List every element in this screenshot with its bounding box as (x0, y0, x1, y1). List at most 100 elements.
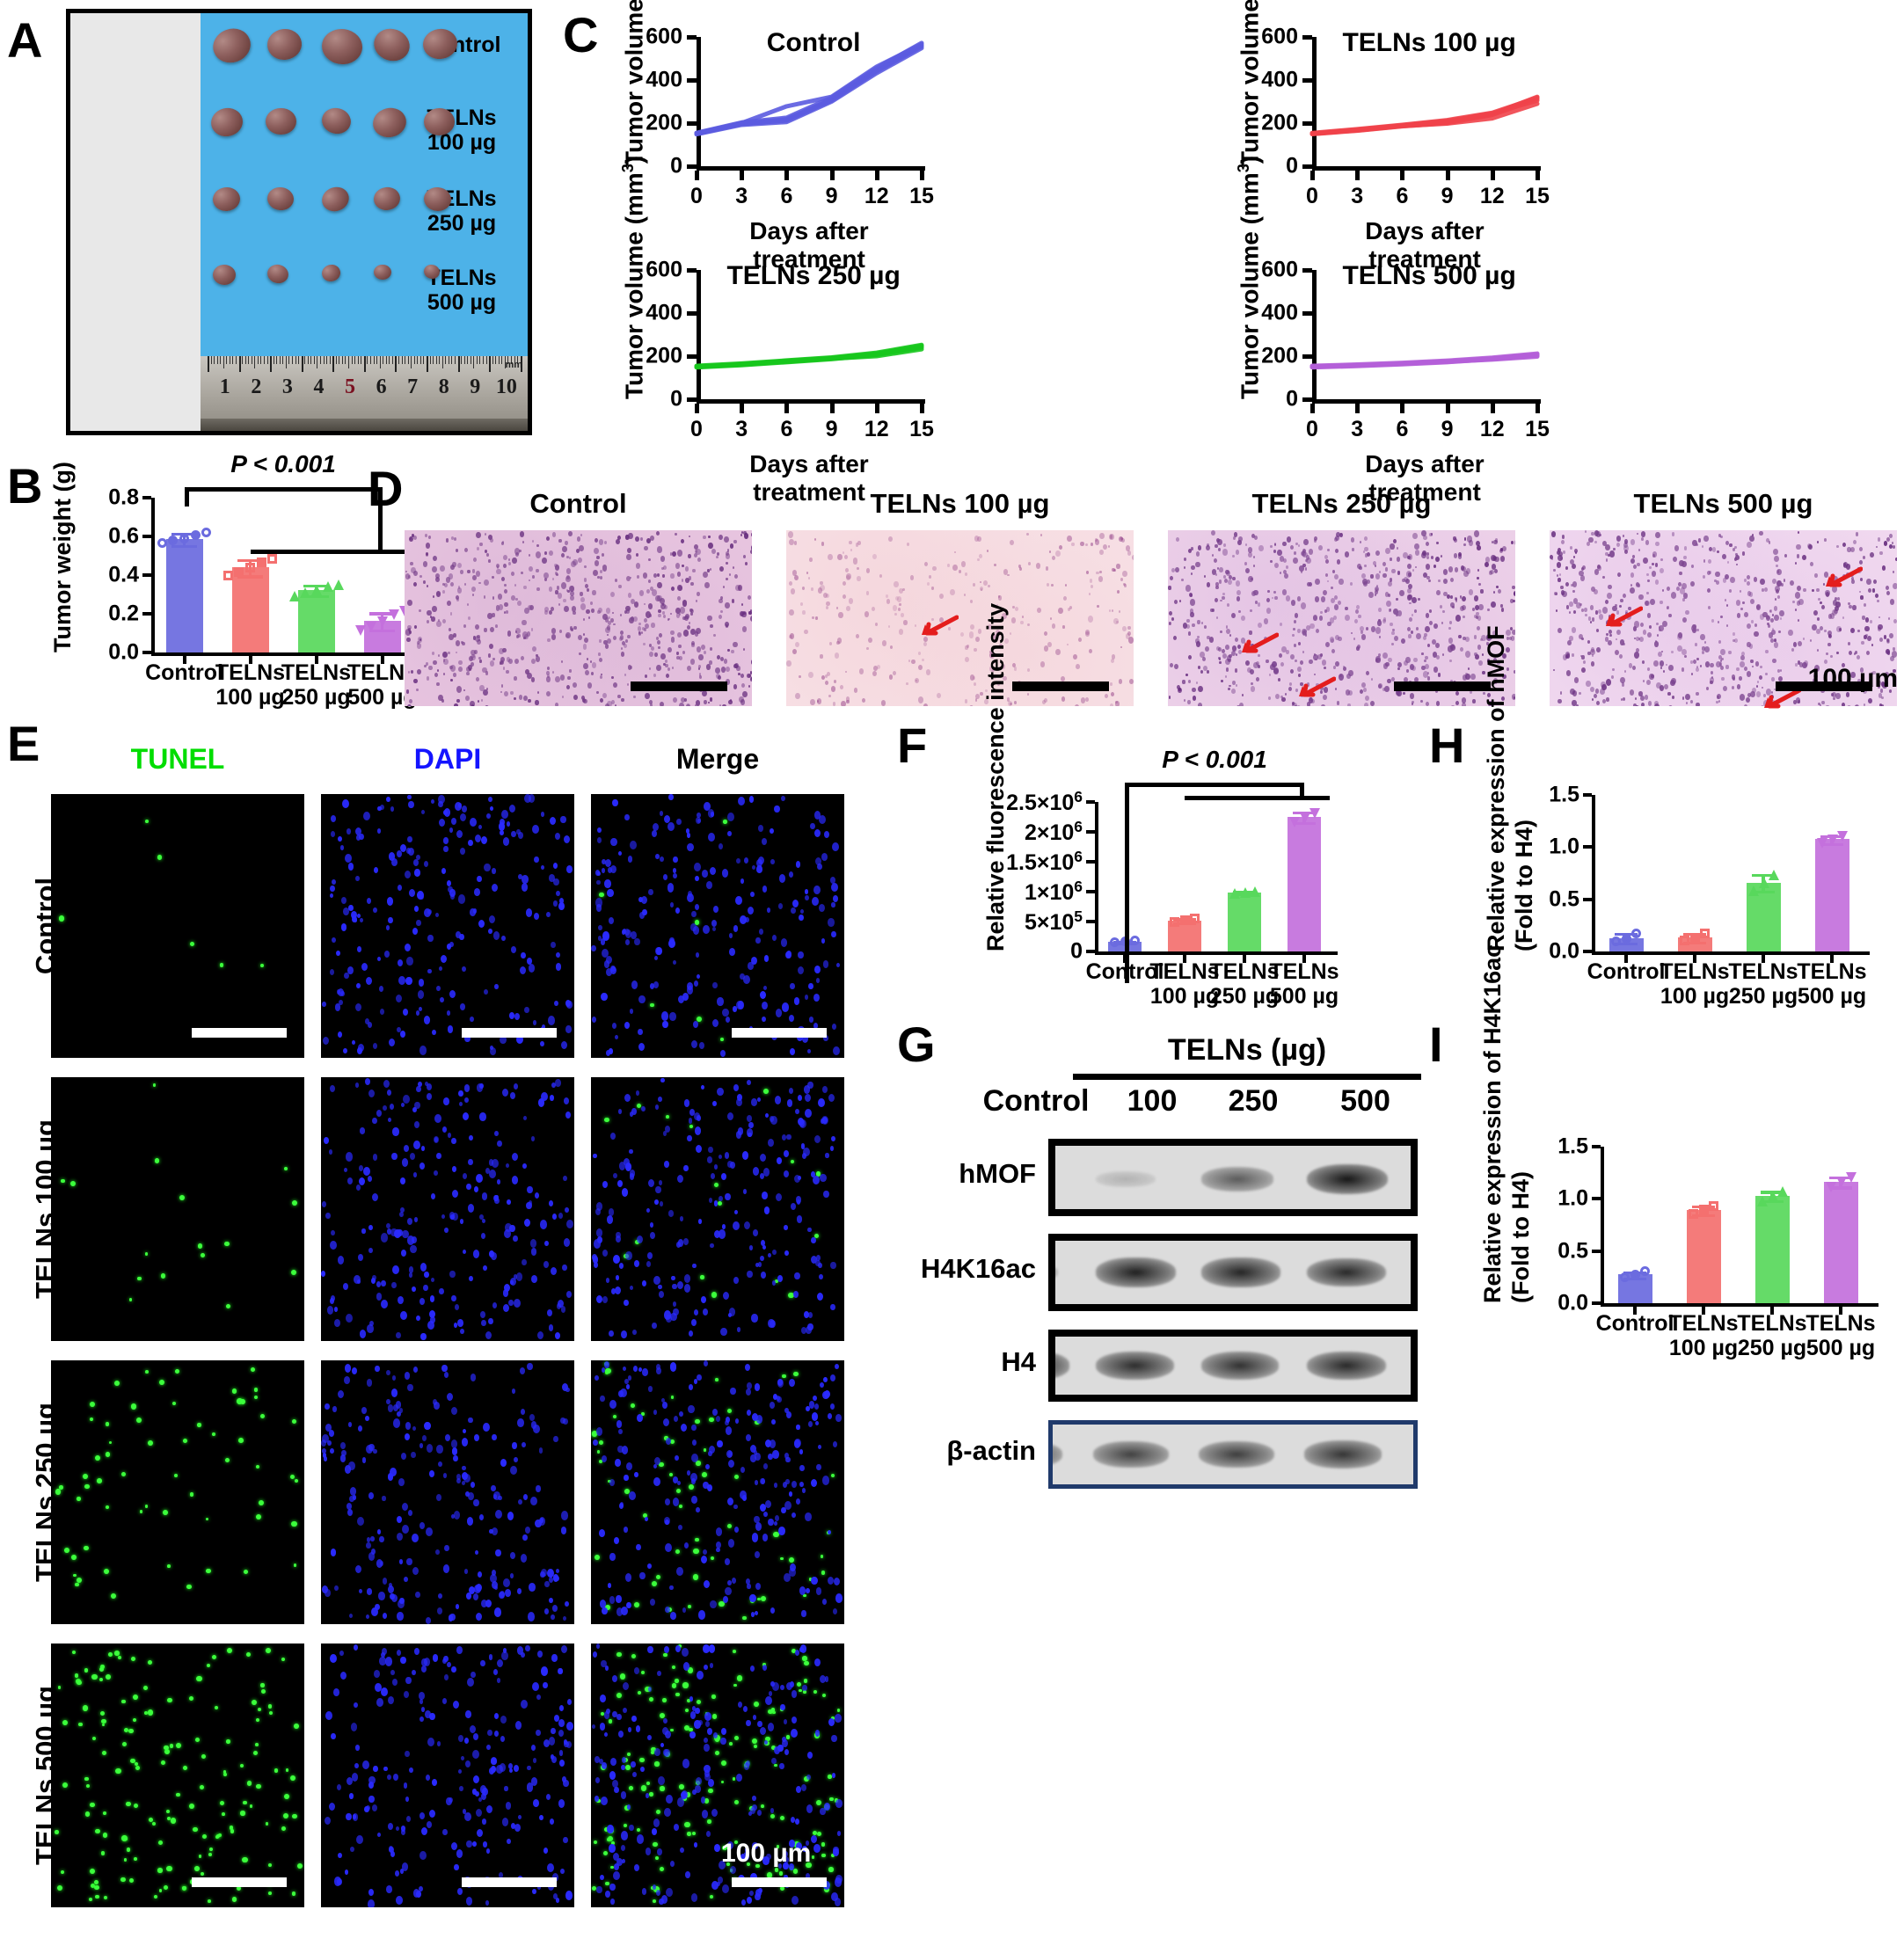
panel-c-chart-telns100: 0 200 400 600 0 3 6 9 12 15 TELNs 100 µg Days after… (1231, 11, 1548, 244)
tumor-specimen (266, 186, 294, 211)
data-point (1700, 929, 1710, 938)
x-tick-label: TELNs 500 µg (1269, 960, 1339, 1009)
x-tick (1446, 404, 1450, 413)
data-point (1229, 888, 1240, 899)
x-tick-label: 3 (1351, 417, 1363, 442)
x-tick (695, 404, 699, 413)
ruler-tick-minor (258, 356, 259, 364)
y-axis-title: Relative fluorescence intensity (982, 603, 1010, 951)
panel-g-lane-label: Control (974, 1084, 1098, 1119)
ruler-tick-minor (464, 356, 465, 364)
x-axis (151, 652, 419, 656)
ruler-tick-minor (455, 356, 456, 364)
x-tick-label: TELNs 250 µg (1737, 1312, 1806, 1360)
data-point (1699, 1205, 1709, 1214)
x-tick (830, 404, 835, 413)
ruler-tick-minor (477, 356, 478, 364)
ruler-tick-minor (492, 356, 493, 364)
tumor-specimen (208, 24, 254, 68)
x-tick (1491, 171, 1495, 180)
ruler-tick-minor (423, 356, 424, 364)
y-axis (1095, 802, 1098, 951)
panel-d-scale-label: 100 µm (1808, 664, 1898, 694)
ruler-tick-minor (439, 356, 440, 364)
panel-f-bar-chart: 05×1051×1061.5×1062×1062.5×106ControlTEL… (928, 756, 1341, 1020)
data-point (1769, 870, 1779, 880)
y-tick-label: 0.0 (1549, 939, 1579, 965)
y-tick-label: 0 (670, 387, 682, 412)
data-point (1300, 813, 1310, 823)
line-series (1312, 100, 1537, 134)
ruler-number: 3 (282, 375, 293, 399)
y-tick (1086, 920, 1095, 923)
y-tick (1302, 35, 1312, 40)
scale-bar (192, 1877, 287, 1887)
y-axis (151, 498, 155, 652)
chart-title: Control (724, 28, 904, 58)
panel-g-group-header: TELNs (µg) (1071, 1033, 1423, 1068)
ruler-tick-minor (411, 356, 412, 368)
panel-h-bar-chart: 0.0 0.5 1.0 1.5 Control TELNs 100 µg TELNs 250 µ… (1460, 756, 1873, 1020)
panel-letter-d: D (368, 464, 403, 514)
x-tick-label: 0 (1306, 184, 1318, 209)
panel-d-column-label: TELNs 100 µg (786, 488, 1134, 520)
tumor-specimen (369, 24, 414, 65)
line-series (697, 46, 922, 134)
ruler-number: 5 (345, 375, 355, 399)
data-point (1622, 934, 1631, 944)
x-tick (1536, 404, 1540, 413)
panel-c-chart-telns250: 0 200 400 600 0 3 6 9 12 15 TELNs 250 µg Days after… (616, 244, 932, 477)
ruler-tick-minor (295, 356, 296, 364)
fluorescence-image (591, 794, 844, 1058)
fluorescence-image (321, 1644, 574, 1907)
protein-band (1096, 1352, 1174, 1380)
chart-title: TELNs 250 µg (724, 261, 904, 291)
ruler-number: 2 (251, 375, 261, 399)
y-tick (1592, 1250, 1601, 1253)
tumor-specimen (374, 265, 391, 280)
ruler-tick-major (239, 356, 241, 372)
ruler-tick-minor (483, 356, 484, 364)
data-point (267, 554, 277, 564)
panel-letter-a: A (7, 16, 42, 65)
data-point (191, 530, 201, 540)
x-tick (740, 171, 744, 180)
ruler-tick-minor (248, 356, 249, 364)
tumor-specimen (320, 27, 364, 67)
y-tick-label: 600 (1261, 258, 1298, 283)
y-tick-label: 1.0 (1549, 835, 1579, 860)
y-axis-title-line1: Relative expression of H4K16ac (1479, 944, 1506, 1303)
y-axis-title-line1: Relative expression of hMOF (1483, 625, 1510, 951)
y-axis-title: Tumor volume (mm3) (1235, 0, 1264, 166)
red-arrow-annotation (1602, 605, 1643, 628)
blot-panel (1048, 1420, 1418, 1489)
x-tick-label: 0 (690, 184, 703, 209)
x-tick-label: 9 (826, 417, 838, 442)
data-point (1759, 878, 1769, 888)
ruler-tick-minor (288, 356, 289, 364)
x-tick-label: TELNs 500 µg (1797, 960, 1866, 1009)
ruler-number: 4 (313, 375, 324, 399)
x-tick (1310, 171, 1315, 180)
bracket-bottom (1185, 796, 1330, 800)
data-point (355, 625, 366, 636)
line-series (1312, 356, 1537, 367)
x-tick-label: 0 (690, 417, 703, 442)
data-point (289, 591, 300, 601)
error-bar-cap (171, 545, 197, 548)
y-axis (1312, 270, 1317, 399)
bracket-top (1125, 783, 1304, 787)
x-tick (1310, 404, 1315, 413)
line-series (1312, 98, 1537, 133)
bar (166, 539, 203, 652)
ruler-tick-minor (217, 356, 218, 364)
panel-d-column-label: TELNs 500 µg (1550, 488, 1897, 520)
line-series (1312, 355, 1537, 367)
y-tick-label: 1.5 (1557, 1134, 1588, 1160)
scale-bar (631, 681, 727, 691)
panel-letter-i: I (1429, 1020, 1443, 1069)
y-tick-label: 1.5 (1549, 783, 1579, 808)
ruler-tick-minor (242, 356, 243, 364)
ruler-tick-minor (211, 356, 212, 364)
line-series (1312, 99, 1537, 135)
